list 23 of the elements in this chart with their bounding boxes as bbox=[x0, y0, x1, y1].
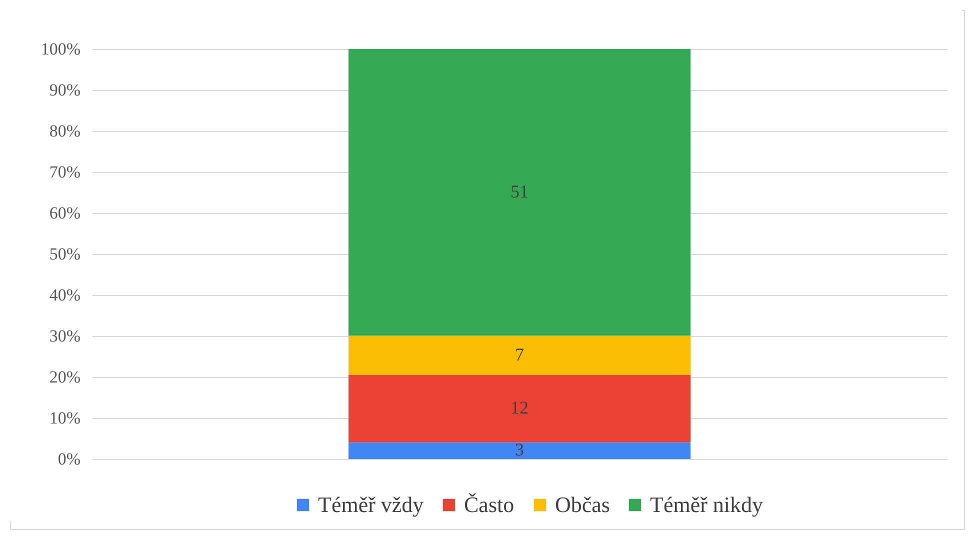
legend-label: Často bbox=[464, 492, 514, 517]
y-tick-label: 0% bbox=[58, 450, 80, 468]
legend-label: Téměř vždy bbox=[318, 492, 424, 517]
annotation: 12 bbox=[510, 398, 528, 418]
bar bbox=[348, 336, 690, 375]
bar bbox=[348, 49, 690, 336]
y-tick-label: 100% bbox=[40, 40, 80, 58]
legend-label: Téměř nikdy bbox=[650, 492, 764, 517]
annotation: 3 bbox=[515, 440, 524, 460]
annotation: 51 bbox=[510, 181, 528, 202]
y-tick-label: 80% bbox=[49, 122, 80, 140]
y-tick-label: 50% bbox=[49, 244, 80, 264]
y-tick-label: 40% bbox=[49, 286, 80, 304]
bar bbox=[348, 374, 690, 442]
y-tick-label: 10% bbox=[49, 408, 80, 428]
y-tick-label: 20% bbox=[49, 368, 80, 386]
y-tick-label: 90% bbox=[49, 80, 80, 100]
y-tick-label: 70% bbox=[49, 162, 80, 182]
bar bbox=[348, 442, 690, 459]
annotation: 7 bbox=[515, 344, 524, 364]
legend-label: Občas bbox=[555, 492, 610, 517]
y-tick-label: 30% bbox=[49, 326, 80, 346]
y-tick-label: 60% bbox=[49, 204, 80, 222]
